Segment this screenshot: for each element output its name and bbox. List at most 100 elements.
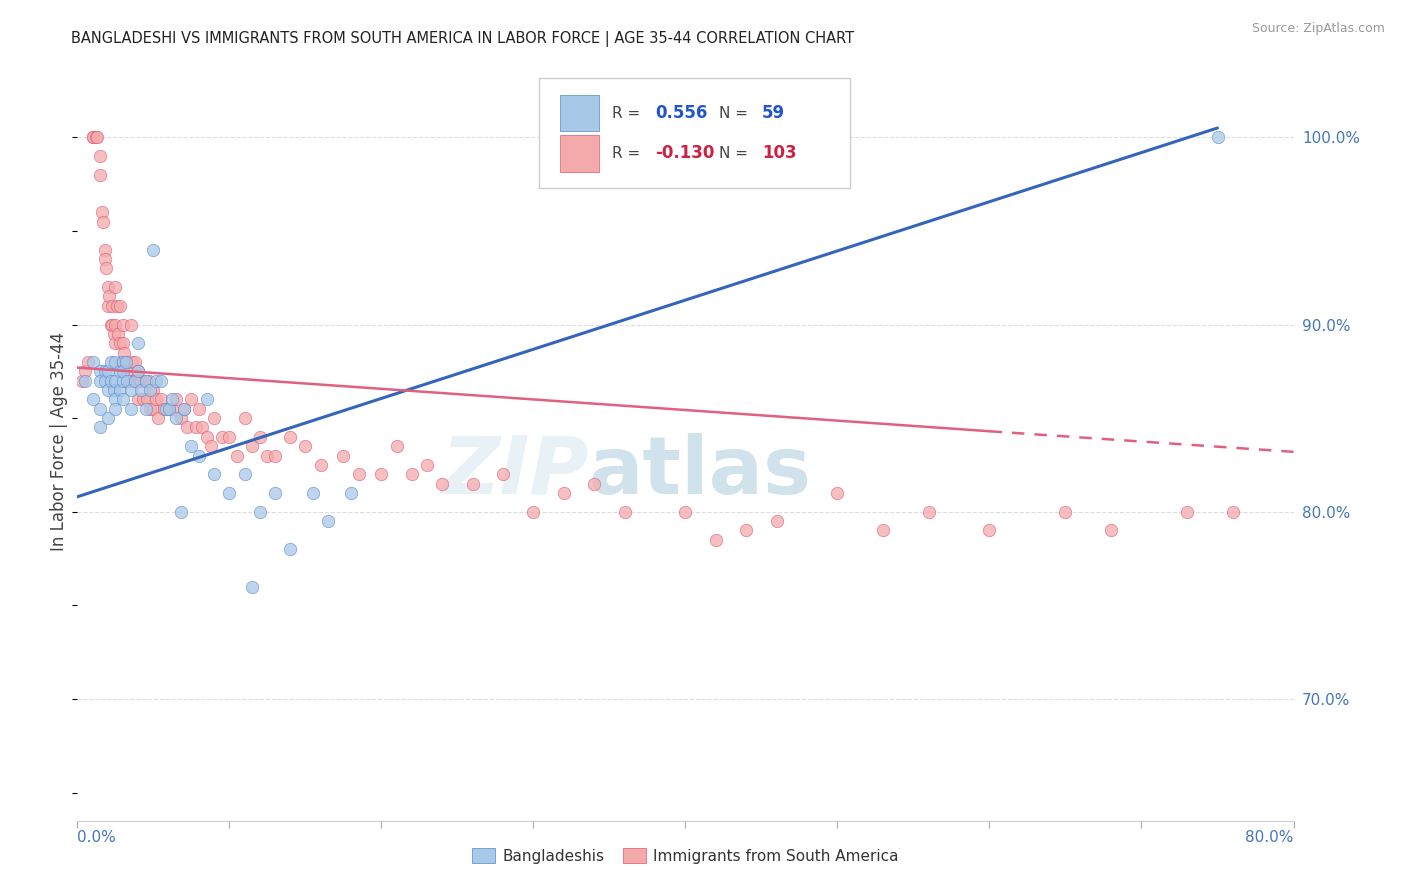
Point xyxy=(765,514,787,528)
Point xyxy=(97,280,120,294)
Point xyxy=(173,401,195,416)
Point xyxy=(84,130,107,145)
Point xyxy=(98,289,121,303)
Point xyxy=(142,383,165,397)
Text: 0.0%: 0.0% xyxy=(77,830,117,845)
Point xyxy=(264,486,287,500)
Point xyxy=(704,533,727,547)
Point xyxy=(86,130,108,145)
Point xyxy=(135,374,157,388)
Point xyxy=(1222,505,1244,519)
Point xyxy=(93,252,115,266)
Point xyxy=(131,392,153,407)
Point xyxy=(401,467,423,482)
Point xyxy=(104,392,127,407)
Point xyxy=(145,374,167,388)
Point xyxy=(165,411,187,425)
Point xyxy=(77,355,100,369)
Point xyxy=(188,449,211,463)
Point xyxy=(153,401,176,416)
Point xyxy=(93,374,115,388)
Point xyxy=(340,486,363,500)
Point xyxy=(82,355,104,369)
Point xyxy=(103,383,125,397)
Point xyxy=(170,505,193,519)
Text: BANGLADESHI VS IMMIGRANTS FROM SOUTH AMERICA IN LABOR FORCE | AGE 35-44 CORRELAT: BANGLADESHI VS IMMIGRANTS FROM SOUTH AME… xyxy=(72,31,855,47)
Point xyxy=(256,449,278,463)
Point xyxy=(142,243,165,257)
Point xyxy=(108,383,131,397)
Point xyxy=(135,401,157,416)
Point xyxy=(226,449,249,463)
Point xyxy=(918,505,941,519)
Bar xyxy=(560,95,599,131)
Point xyxy=(122,374,145,388)
Point xyxy=(114,345,136,359)
Point xyxy=(93,243,115,257)
Point xyxy=(111,336,134,351)
Y-axis label: In Labor Force | Age 35-44: In Labor Force | Age 35-44 xyxy=(49,332,67,551)
Point xyxy=(195,430,218,444)
Point xyxy=(115,355,138,369)
Point xyxy=(1175,505,1198,519)
Point xyxy=(120,318,142,332)
Point xyxy=(121,355,143,369)
Point xyxy=(127,364,149,378)
Point xyxy=(110,355,132,369)
Point xyxy=(105,299,128,313)
Point xyxy=(188,401,211,416)
Point xyxy=(82,130,104,145)
Point xyxy=(117,364,139,378)
Point xyxy=(108,364,131,378)
Point xyxy=(93,364,115,378)
Point xyxy=(101,299,124,313)
Text: N =: N = xyxy=(720,146,754,161)
Point xyxy=(416,458,439,472)
FancyBboxPatch shape xyxy=(540,78,849,187)
Point xyxy=(202,411,225,425)
Point xyxy=(111,355,134,369)
Point xyxy=(111,374,134,388)
Text: N =: N = xyxy=(720,106,754,120)
Point xyxy=(278,542,301,557)
Text: -0.130: -0.130 xyxy=(655,145,714,162)
Point xyxy=(104,280,127,294)
Point xyxy=(170,411,193,425)
Point xyxy=(165,392,187,407)
Point xyxy=(211,430,233,444)
Point xyxy=(89,401,111,416)
Point xyxy=(108,336,131,351)
Text: 59: 59 xyxy=(762,104,785,122)
Point xyxy=(111,364,134,378)
Point xyxy=(332,449,354,463)
Point xyxy=(157,401,180,416)
Point xyxy=(124,374,146,388)
Point xyxy=(89,420,111,434)
Point xyxy=(675,505,697,519)
Point xyxy=(385,439,408,453)
Point xyxy=(108,299,131,313)
Point xyxy=(89,374,111,388)
Point xyxy=(294,439,316,453)
Point xyxy=(735,524,758,538)
Text: R =: R = xyxy=(613,146,645,161)
Point xyxy=(97,364,120,378)
Point xyxy=(240,580,263,594)
Point xyxy=(180,392,202,407)
Legend: Bangladeshis, Immigrants from South America: Bangladeshis, Immigrants from South Amer… xyxy=(465,842,905,870)
Point xyxy=(1206,130,1229,145)
Point xyxy=(104,355,127,369)
Point xyxy=(104,318,127,332)
Point xyxy=(135,374,157,388)
Point xyxy=(347,467,370,482)
Point xyxy=(118,374,141,388)
Point xyxy=(73,374,96,388)
Point xyxy=(522,505,544,519)
Point xyxy=(142,401,165,416)
Point xyxy=(461,476,484,491)
Point xyxy=(100,318,122,332)
Point xyxy=(1054,505,1077,519)
Point xyxy=(91,214,114,228)
Text: atlas: atlas xyxy=(588,433,811,511)
Point xyxy=(160,401,183,416)
